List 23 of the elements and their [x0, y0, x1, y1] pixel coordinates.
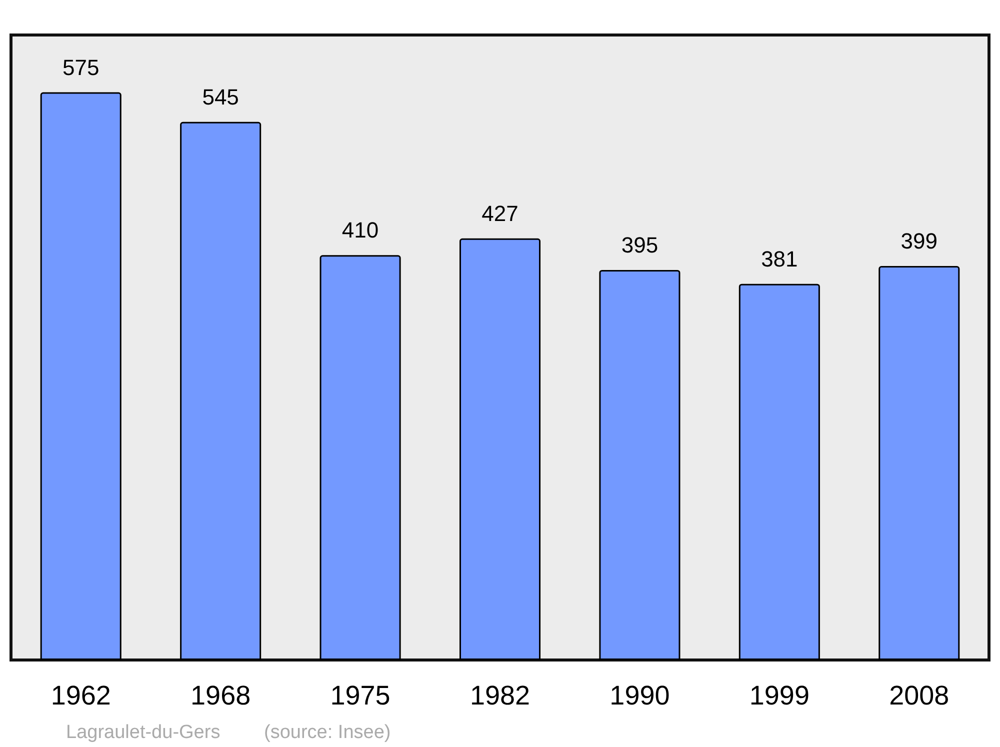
text: Lagraulet-du-Gers	[66, 722, 220, 743]
x-tick-label: 1990	[610, 680, 670, 710]
x-tick-label: 1982	[470, 680, 530, 710]
data-label: 575	[62, 54, 100, 80]
data-label: 399	[900, 228, 938, 254]
bar	[738, 284, 820, 660]
data-label: 427	[482, 200, 518, 226]
data-label: 395	[621, 232, 658, 258]
bar	[878, 266, 960, 660]
data-label: 381	[761, 246, 798, 272]
data-label: 545	[202, 84, 239, 110]
x-tick-label: 1975	[330, 680, 390, 710]
bar	[40, 92, 122, 660]
x-tick-label: 1968	[190, 680, 251, 710]
bar	[599, 270, 680, 660]
x-tick-label: 1999	[749, 680, 810, 710]
x-tick-label: 2008	[889, 680, 950, 710]
data-label: 410	[342, 218, 379, 243]
text: (source: Insee)	[264, 722, 391, 743]
bar	[320, 255, 401, 660]
bar	[459, 238, 541, 660]
x-tick-label: 1962	[50, 680, 111, 710]
bar	[180, 122, 262, 660]
